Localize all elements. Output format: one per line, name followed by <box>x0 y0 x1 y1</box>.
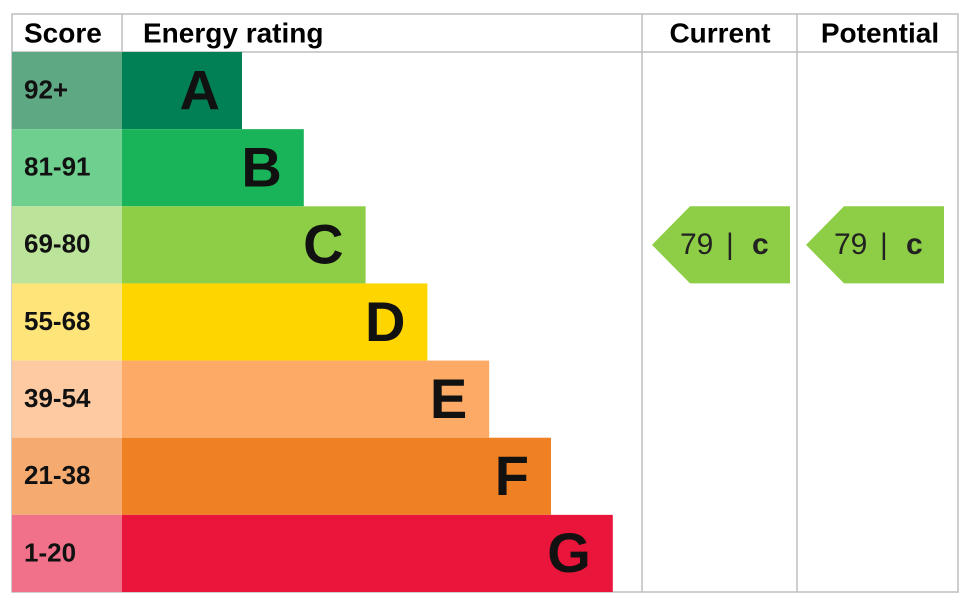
header-potential: Potential <box>821 17 939 48</box>
score-range: 21-38 <box>24 460 91 490</box>
rating-bar <box>122 437 551 515</box>
rating-letter: C <box>303 213 343 276</box>
score-cell <box>12 52 122 130</box>
rating-bar <box>122 514 613 592</box>
current-separator: | <box>726 228 734 261</box>
rating-bar <box>122 206 366 284</box>
rating-letter: B <box>241 136 281 199</box>
rating-letter: D <box>365 290 405 353</box>
header-score: Score <box>24 17 102 48</box>
score-range: 81-91 <box>24 152 91 182</box>
rating-bar <box>122 360 490 438</box>
score-range: 55-68 <box>24 306 91 336</box>
potential-separator: | <box>880 228 888 261</box>
rating-letter: E <box>430 367 467 430</box>
header-rating: Energy rating <box>143 17 323 48</box>
rating-letter: A <box>180 58 220 121</box>
score-range: 69-80 <box>24 229 91 259</box>
score-cell <box>12 437 122 515</box>
score-cell <box>12 514 122 592</box>
score-range: 92+ <box>24 74 68 104</box>
rating-bar <box>122 52 242 130</box>
score-cell <box>12 129 122 207</box>
score-cell <box>12 283 122 361</box>
current-score: 79 <box>680 228 713 261</box>
score-cell <box>12 206 122 284</box>
current-rating: c <box>752 228 769 261</box>
rating-bar <box>122 129 304 207</box>
rating-bar <box>122 283 428 361</box>
score-range: 1-20 <box>24 537 76 567</box>
current-arrow <box>652 206 790 284</box>
score-range: 39-54 <box>24 383 91 413</box>
score-cell <box>12 360 122 438</box>
rating-letter: F <box>495 444 529 507</box>
potential-score: 79 <box>834 228 867 261</box>
potential-rating: c <box>906 228 923 261</box>
rating-letter: G <box>547 521 591 584</box>
potential-arrow <box>806 206 944 284</box>
header-current: Current <box>669 17 770 48</box>
